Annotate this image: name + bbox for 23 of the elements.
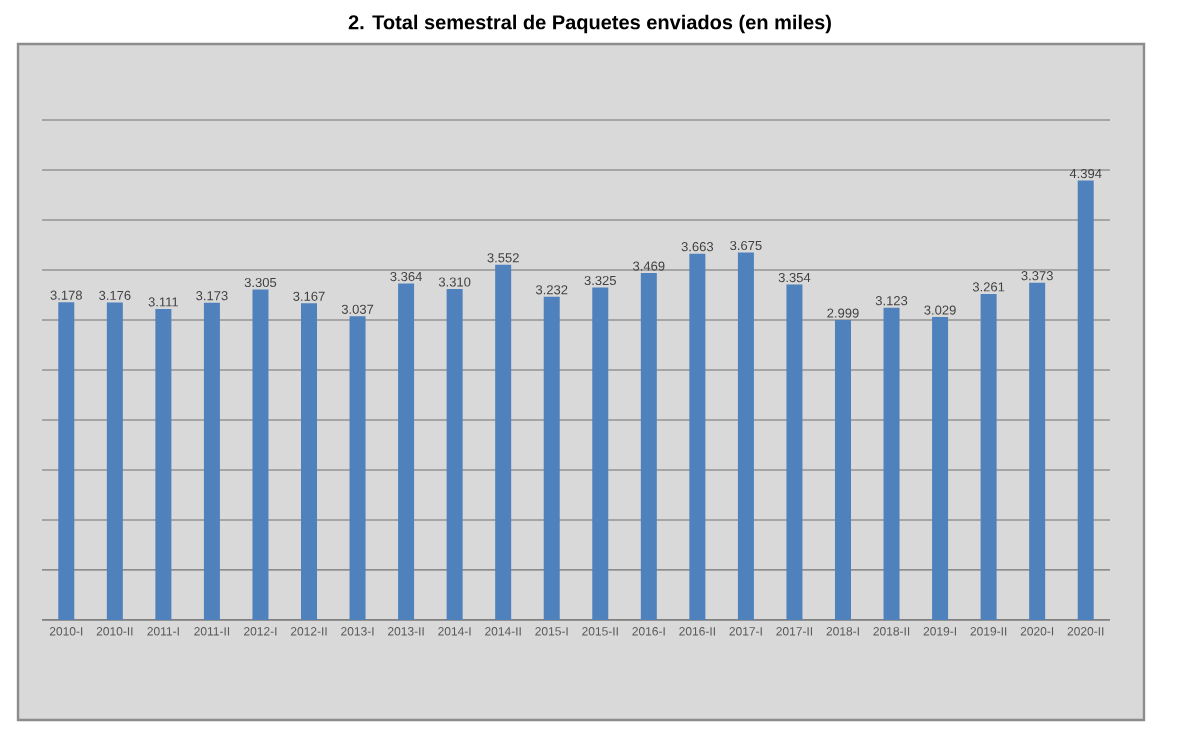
bar (398, 283, 415, 620)
bar (932, 317, 949, 620)
bar (883, 307, 900, 620)
bar (155, 308, 172, 620)
bar (980, 293, 997, 620)
bar (737, 252, 754, 620)
bar (592, 287, 609, 620)
bar (640, 273, 657, 620)
bar (1029, 282, 1046, 620)
bar (834, 320, 851, 620)
bar (1077, 180, 1094, 620)
bar (203, 302, 220, 620)
bar (689, 253, 706, 620)
bar (301, 303, 318, 620)
bar (543, 296, 560, 620)
chart-title: 2. Total semestral de Paquetes enviados (en miles) (348, 14, 831, 34)
bar (495, 264, 512, 620)
bar (106, 302, 123, 620)
bar (252, 289, 269, 620)
bar (446, 288, 463, 620)
bar (349, 316, 366, 620)
bar (786, 284, 803, 620)
bar (58, 302, 75, 620)
